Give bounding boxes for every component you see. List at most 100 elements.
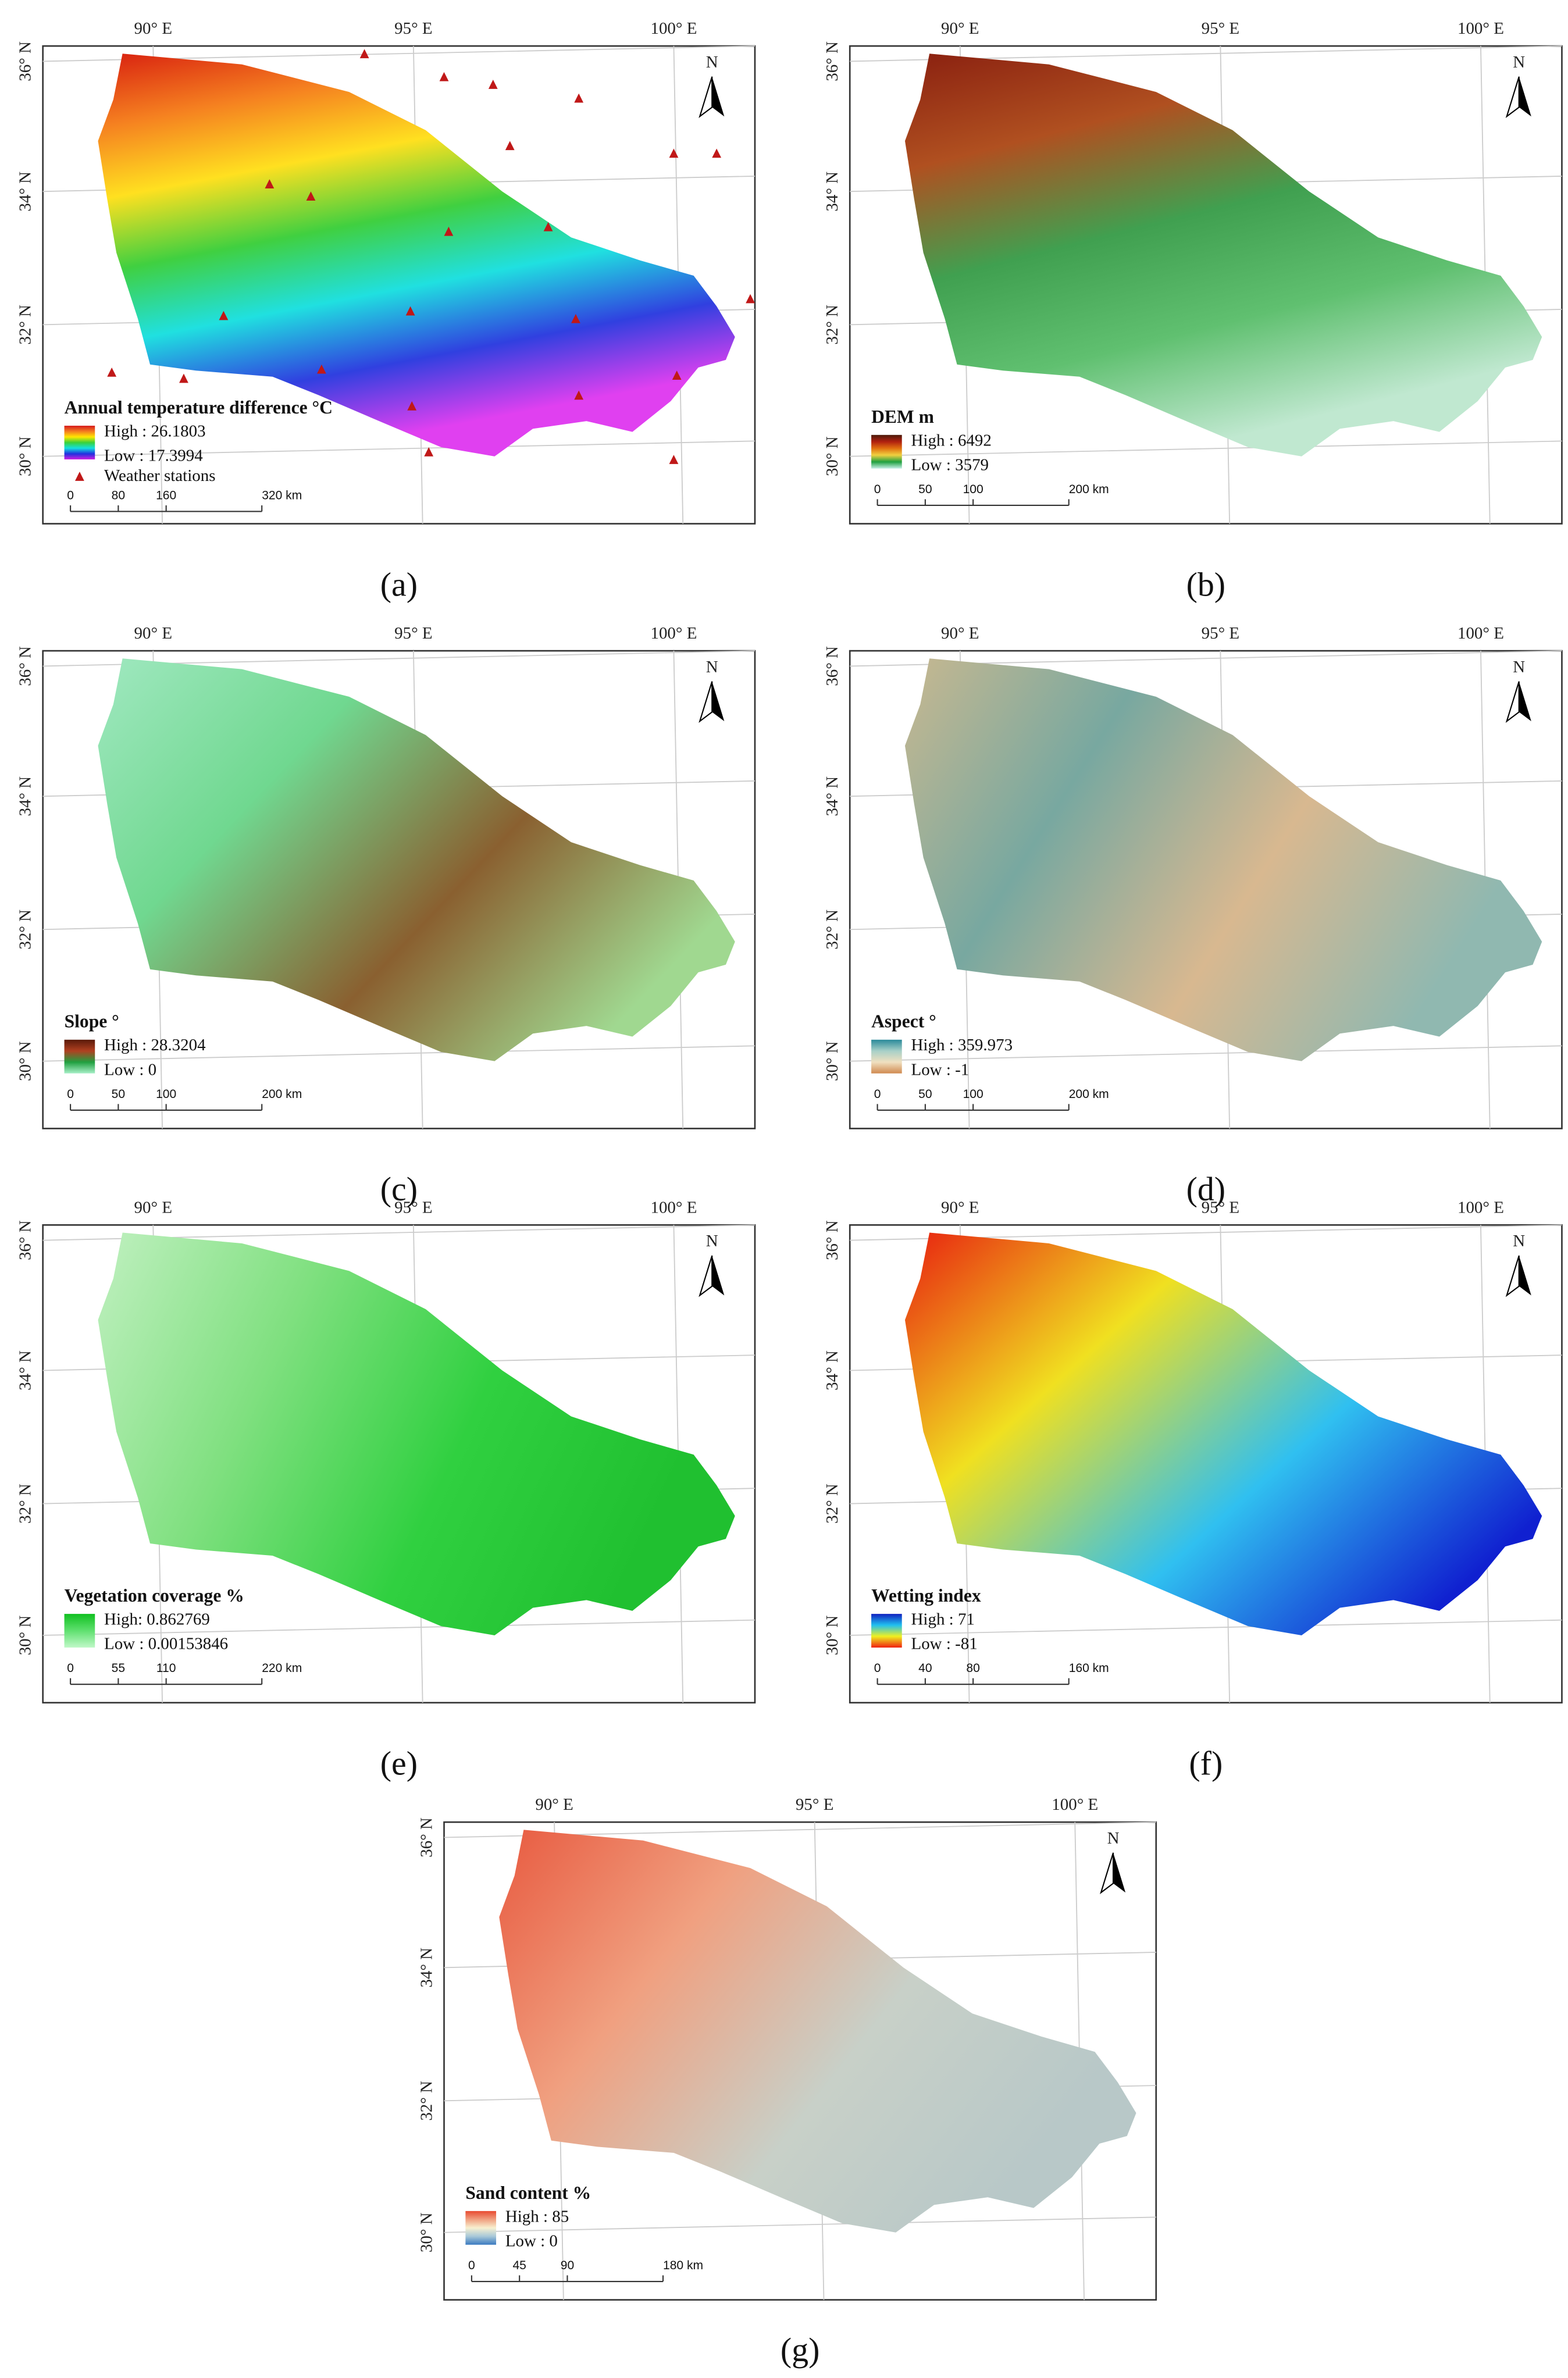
station — [669, 148, 679, 158]
station — [179, 373, 188, 383]
legend-title: Slope ° — [65, 1011, 119, 1032]
legend-ramp — [64, 1039, 95, 1074]
lon-label: 90° E — [941, 1198, 979, 1217]
lon-label: 95° E — [394, 19, 432, 38]
region — [904, 1232, 1542, 1635]
lat-label: 32° N — [16, 305, 35, 345]
legend-title: Sand content % — [465, 2183, 591, 2203]
legend-low: Low : -81 — [911, 1635, 978, 1653]
lat-label: 32° N — [417, 2081, 436, 2121]
north-arrow — [1113, 1852, 1126, 1893]
panel-caption: (c) — [380, 1170, 418, 1208]
north-arrow — [1519, 76, 1531, 117]
legend-low: Low : 0 — [104, 1060, 156, 1079]
lon-label: 95° E — [796, 1795, 833, 1814]
lon-label: 95° E — [394, 1198, 432, 1217]
lat-label: 34° N — [16, 776, 35, 817]
legend-stations: Weather stations — [104, 466, 215, 485]
region — [98, 1232, 735, 1635]
scale-label: 50 — [918, 1088, 932, 1101]
panel-caption: (e) — [380, 1745, 418, 1782]
station — [265, 179, 275, 188]
north-label: N — [1513, 658, 1525, 676]
legend-ramp — [871, 1039, 902, 1074]
lat-label: 34° N — [16, 172, 35, 212]
lat-label: 30° N — [417, 2212, 436, 2252]
legend-station — [75, 472, 84, 481]
lat-label: 30° N — [16, 1616, 35, 1656]
north-arrow-outline — [699, 681, 713, 723]
map-panel: 90° E 95° E 100° E 36° N 34° N 32° N 30° N N Ann… — [16, 19, 756, 603]
legend-low: Low : 3579 — [911, 455, 989, 474]
station — [316, 364, 326, 374]
region — [499, 1830, 1136, 2233]
station — [669, 455, 679, 464]
scale-label: 0 — [874, 483, 881, 496]
panel-caption: (f) — [1189, 1745, 1223, 1782]
region — [98, 54, 735, 457]
legend-ramp — [64, 426, 95, 459]
lon-label: 100° E — [650, 624, 697, 643]
scale-label: 50 — [918, 483, 932, 496]
north-arrow — [712, 76, 725, 117]
legend-ramp — [465, 2211, 497, 2245]
legend-high: High: 0.862769 — [104, 1610, 210, 1629]
legend-low: Low : 17.3994 — [104, 447, 203, 465]
north-label: N — [1513, 53, 1525, 72]
scale-label: 160 km — [1069, 1662, 1109, 1675]
station — [439, 72, 449, 81]
north-arrow-outline — [1505, 1255, 1520, 1297]
map-panel: 90° E 95° E 100° E 36° N 34° N 32° N 30° N N DEM… — [823, 19, 1563, 603]
lat-label: 36° N — [16, 41, 35, 81]
legend-ramp — [871, 1614, 902, 1648]
lat-label: 36° N — [16, 646, 35, 686]
station — [543, 222, 553, 231]
legend-ramp — [871, 434, 902, 469]
region — [904, 54, 1542, 457]
scale-label: 0 — [874, 1662, 881, 1675]
scale-label: 40 — [918, 1662, 932, 1675]
legend-ramp — [64, 1614, 95, 1648]
scale-label: 0 — [874, 1088, 881, 1101]
map-panel: 90° E 95° E 100° E 36° N 34° N 32° N 30° N N Veg… — [16, 1198, 756, 1782]
scale-label: 110 — [156, 1662, 176, 1675]
station — [219, 311, 229, 320]
scale-label: 0 — [468, 2259, 475, 2272]
north-label: N — [706, 658, 718, 676]
lat-label: 34° N — [16, 1350, 35, 1391]
north-arrow-outline — [699, 1255, 713, 1297]
parallel — [42, 440, 755, 457]
scale-label: 180 km — [663, 2259, 703, 2272]
map-panel: 90° E 95° E 100° E 36° N 34° N 32° N 30° N N Slo… — [16, 624, 756, 1208]
north-arrow — [712, 681, 725, 722]
legend-high: High : 359.973 — [911, 1036, 1013, 1054]
legend-high: High : 26.1803 — [104, 422, 206, 440]
station — [306, 191, 316, 201]
lat-label: 36° N — [823, 646, 842, 686]
lat-label: 30° N — [823, 1616, 842, 1656]
region — [904, 658, 1542, 1061]
north-arrow-outline — [1100, 1852, 1114, 1895]
station — [405, 306, 415, 316]
lat-label: 36° N — [823, 41, 842, 81]
scale-label: 100 — [156, 1088, 176, 1101]
scale-label: 55 — [112, 1662, 125, 1675]
lon-label: 100° E — [1457, 1198, 1504, 1217]
legend-title: Vegetation coverage % — [65, 1585, 244, 1606]
station — [424, 447, 434, 457]
lat-label: 34° N — [823, 172, 842, 212]
lat-label: 30° N — [823, 436, 842, 476]
north-arrow — [712, 1256, 725, 1296]
lat-label: 30° N — [16, 436, 35, 476]
lon-label: 100° E — [650, 19, 697, 38]
scale-label: 200 km — [1069, 1088, 1109, 1101]
legend-high: High : 6492 — [911, 431, 992, 450]
parallel — [444, 2216, 1156, 2233]
station — [712, 148, 722, 158]
lat-label: 32° N — [823, 910, 842, 950]
station — [574, 93, 584, 103]
lon-label: 100° E — [650, 1198, 697, 1217]
lat-label: 32° N — [16, 1484, 35, 1524]
station — [444, 226, 454, 236]
lon-label: 95° E — [394, 624, 432, 643]
